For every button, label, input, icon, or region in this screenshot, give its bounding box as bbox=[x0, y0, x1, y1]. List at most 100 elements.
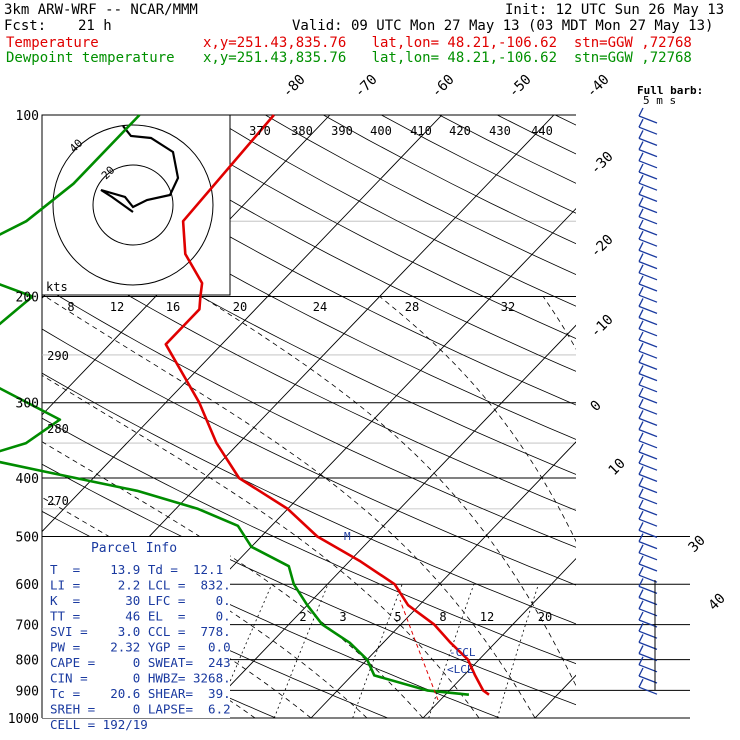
wind-barb-flag bbox=[638, 566, 644, 576]
wind-barb-flag bbox=[638, 533, 644, 542]
wind-barb-shaft bbox=[638, 249, 658, 259]
wind-barb-shaft bbox=[638, 451, 658, 460]
wind-legend-title: Full barb: bbox=[637, 84, 703, 97]
wind-barb-shaft bbox=[638, 384, 658, 393]
parcel-info-line: SREH = 0 LAPSE= 6.2 bbox=[50, 702, 231, 717]
wind-barb-flag bbox=[638, 387, 644, 397]
pressure-label: 700 bbox=[16, 619, 39, 634]
parcel-info-line: CAPE = 0 SWEAT= 243 bbox=[50, 655, 231, 670]
wind-barb bbox=[638, 510, 658, 527]
wind-barb-shaft bbox=[638, 540, 658, 550]
wind-barb-shaft bbox=[638, 484, 658, 494]
dry-adiabat bbox=[91, 115, 576, 372]
parcel-info-line: CIN = 0 HWBZ= 3268. bbox=[50, 671, 231, 686]
wind-barb bbox=[638, 589, 658, 606]
wind-barb-flag bbox=[638, 331, 644, 341]
wind-barb-shaft bbox=[638, 574, 658, 583]
wind-barb bbox=[638, 376, 658, 393]
wind-barb bbox=[638, 130, 658, 147]
wind-barb-flag bbox=[638, 488, 644, 498]
parcel-info-title: Parcel Info bbox=[91, 541, 177, 556]
dry-adiabat bbox=[42, 201, 576, 475]
wind-barb bbox=[638, 320, 658, 337]
wind-barb-shaft bbox=[638, 227, 658, 236]
isotherm-line bbox=[42, 115, 443, 533]
pressure-label: 200 bbox=[16, 291, 39, 306]
parcel-info-line: Tc = 20.6 SHEAR= 39. bbox=[50, 686, 231, 701]
wind-barb-shaft bbox=[638, 350, 658, 359]
wind-barb-flag bbox=[638, 186, 644, 195]
wind-barb-flag bbox=[638, 219, 644, 229]
wind-barb bbox=[638, 566, 658, 583]
parcel-path bbox=[399, 599, 439, 701]
pressure-label: 400 bbox=[16, 472, 39, 487]
wind-barb-flag bbox=[638, 152, 644, 162]
isotherm-line bbox=[310, 441, 576, 718]
speed-label: 16 bbox=[166, 300, 180, 314]
wind-barb-shaft bbox=[638, 328, 658, 337]
wind-barb-flag bbox=[638, 174, 644, 184]
wind-barb-shaft bbox=[638, 361, 658, 371]
wind-barb bbox=[638, 186, 658, 203]
wind-barb bbox=[638, 600, 658, 617]
mixing-ratio-label: 20 bbox=[538, 610, 552, 624]
lcl-marker: <LCL bbox=[447, 663, 474, 676]
dry-adiabat bbox=[42, 463, 576, 706]
wind-barb bbox=[638, 275, 658, 292]
wind-barb bbox=[638, 398, 658, 415]
wind-barb bbox=[638, 499, 658, 516]
wind-barb bbox=[638, 656, 658, 673]
m-marker: M bbox=[344, 530, 351, 543]
theta-label: 290 bbox=[47, 349, 69, 363]
wind-barb-shaft bbox=[638, 630, 658, 639]
wind-barb-flag bbox=[638, 622, 644, 632]
wind-barb bbox=[638, 488, 658, 505]
mixing-ratio-label: 2 bbox=[299, 610, 306, 624]
wind-barb-shaft bbox=[638, 305, 658, 315]
speed-label: 24 bbox=[313, 300, 327, 314]
wind-legend-units: 5 m s bbox=[643, 94, 676, 107]
wind-barb-shaft bbox=[638, 473, 658, 483]
theta-e-label: 380 bbox=[291, 124, 313, 138]
speed-label: 12 bbox=[110, 300, 124, 314]
moist-adiabat bbox=[379, 296, 576, 543]
wind-barb-shaft bbox=[638, 115, 658, 124]
wind-barb-flag bbox=[638, 320, 644, 330]
wind-barb-shaft bbox=[638, 596, 658, 606]
wind-barb-shaft bbox=[638, 652, 658, 662]
parcel-info-line: PW = 2.32 YGP = 0.0 bbox=[50, 640, 231, 655]
theta-e-label: 440 bbox=[531, 124, 553, 138]
mixing-ratio-label: 5 bbox=[394, 610, 401, 624]
dry-adiabat bbox=[42, 160, 576, 440]
wind-barb-flag bbox=[638, 242, 644, 251]
parcel-info-line: T = 13.9 Td = 12.1 bbox=[50, 562, 223, 577]
dry-adiabat bbox=[265, 115, 576, 276]
pressure-label: 100 bbox=[16, 109, 39, 124]
wind-barb-flag bbox=[638, 163, 644, 173]
dry-adiabat bbox=[613, 115, 740, 718]
wind-barb-shaft bbox=[638, 272, 658, 281]
parcel-info-line: K = 30 LFC = 0. bbox=[50, 593, 231, 608]
dry-adiabat bbox=[149, 115, 576, 339]
isotherm-line bbox=[647, 115, 740, 718]
wind-barb-flag bbox=[638, 253, 644, 262]
wind-barb bbox=[638, 645, 658, 662]
moist-adiabat bbox=[42, 496, 368, 718]
wind-barb-flag bbox=[638, 376, 644, 386]
moist-adiabat bbox=[201, 296, 576, 687]
wind-barb bbox=[638, 342, 658, 359]
moist-adiabat bbox=[671, 297, 740, 719]
moist-adiabat bbox=[45, 296, 536, 718]
wind-barb bbox=[638, 544, 658, 561]
theta-e-label: 430 bbox=[489, 124, 511, 138]
wind-barb-flag bbox=[638, 466, 644, 475]
wind-barb-flag bbox=[638, 230, 644, 240]
wind-barb-shaft bbox=[638, 406, 658, 415]
isotherm-label: -80 bbox=[280, 72, 309, 101]
wind-barb-shaft bbox=[638, 238, 658, 247]
wind-barb bbox=[638, 678, 658, 695]
dry-adiabat bbox=[42, 120, 576, 406]
dry-adiabat bbox=[497, 115, 576, 155]
wind-barb-flag bbox=[638, 309, 644, 318]
wind-barb bbox=[638, 253, 658, 270]
